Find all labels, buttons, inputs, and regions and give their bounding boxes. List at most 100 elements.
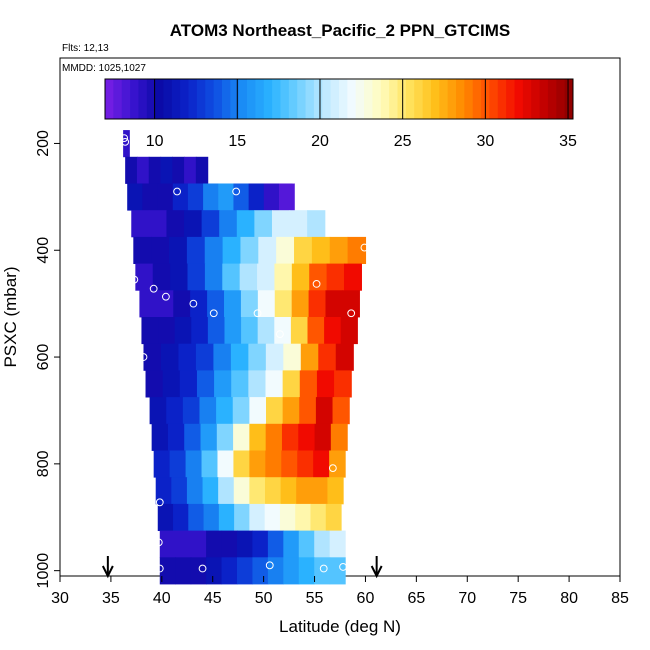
heatmap-cell	[258, 236, 277, 264]
sample-point	[209, 309, 218, 318]
heatmap-cell	[152, 263, 171, 291]
heatmap-cell	[155, 477, 172, 505]
x-tick-label: 80	[560, 590, 578, 607]
sample-point	[312, 279, 321, 288]
heatmap-cell	[166, 397, 184, 425]
heatmap-cell	[296, 477, 313, 505]
heatmap-cell	[265, 450, 282, 478]
heatmap-cell	[249, 477, 266, 505]
colorbar-tick-label: 20	[311, 133, 329, 150]
colorbar-swatch	[564, 79, 574, 119]
heatmap-cell	[214, 370, 232, 398]
heatmap-cell	[133, 236, 152, 264]
heatmap-cell	[249, 503, 266, 532]
heatmap-cell	[143, 343, 162, 371]
colorbar-swatch	[439, 79, 449, 119]
sample-point	[347, 309, 356, 318]
heatmap-cell	[266, 397, 284, 425]
heatmap-cell	[160, 343, 180, 371]
y-axis-label: PSXC (mbar)	[1, 266, 20, 367]
colorbar-swatch	[397, 79, 407, 119]
heatmap-cell	[149, 397, 167, 425]
heatmap-cell	[190, 290, 208, 318]
colorbar-swatch	[113, 79, 123, 119]
heatmap-cell	[175, 557, 192, 585]
heatmap-cell	[313, 450, 330, 478]
x-tick-label: 35	[102, 590, 120, 607]
colorbar-tick-label: 10	[146, 133, 164, 150]
heatmap-cell	[282, 370, 301, 398]
sample-point	[155, 498, 164, 507]
heatmap-cell	[267, 530, 284, 558]
heatmap-cell	[265, 370, 284, 398]
sample-point	[319, 564, 328, 573]
colorbar-tick-label: 35	[559, 133, 577, 150]
heatmap-cell	[196, 370, 215, 398]
heatmap-cell	[291, 263, 310, 291]
heatmap-cell	[151, 423, 169, 451]
heatmap-cell	[179, 370, 198, 398]
heatmap-cell	[332, 397, 350, 425]
heatmap-cell	[167, 423, 185, 451]
heatmap-cell	[274, 263, 293, 291]
heatmap-cell	[123, 130, 130, 158]
heatmap-cell	[248, 343, 267, 371]
colorbar-swatch	[539, 79, 549, 119]
y-tick-label: 400	[35, 237, 52, 264]
heatmap-cell	[281, 423, 299, 451]
heatmap-cell	[257, 290, 276, 318]
heatmap-cell	[186, 477, 204, 505]
colorbar-swatch	[105, 79, 114, 119]
heatmap-cell	[241, 317, 259, 345]
colorbar-swatch	[138, 79, 148, 119]
x-tick-label: 30	[51, 590, 69, 607]
heatmap-cell	[207, 290, 225, 318]
heatmap-cell	[172, 156, 185, 184]
heatmap-cell	[233, 423, 250, 451]
colorbar-swatch	[464, 79, 474, 119]
heatmap-cell	[175, 530, 192, 558]
heatmap-cell	[274, 290, 293, 318]
heatmap-cell	[281, 450, 298, 478]
heatmap-cell	[202, 477, 219, 505]
heatmap-cell	[174, 317, 192, 345]
heatmap-cell	[169, 236, 188, 264]
heatmap-cell	[264, 477, 282, 505]
heatmap-cell	[318, 343, 337, 371]
heatmap-cell	[178, 343, 197, 371]
heatmap-cell	[236, 210, 255, 238]
heatmap-cell	[257, 263, 276, 291]
colorbar-swatch	[222, 79, 231, 119]
sample-point	[173, 187, 181, 196]
heatmap-cell	[184, 210, 203, 238]
heatmap-cell	[249, 450, 266, 478]
colorbar-swatch	[422, 79, 432, 119]
heatmap-cell	[207, 317, 226, 345]
heatmap-cell	[324, 317, 342, 345]
heatmap-cell	[195, 156, 209, 184]
x-tick-label: 45	[204, 590, 222, 607]
heatmap-cell	[216, 397, 234, 425]
colorbar-swatch	[196, 79, 206, 119]
colorbar-swatch	[263, 79, 273, 119]
x-axis-label: Latitude (deg N)	[279, 617, 401, 636]
colorbar-swatch	[313, 79, 323, 119]
heatmap-cell	[282, 397, 300, 425]
heatmap-cell	[329, 557, 346, 585]
heatmap-cell	[335, 343, 354, 371]
heatmap-cell	[218, 183, 235, 211]
colorbar-swatch	[531, 79, 540, 119]
heatmap-cell	[310, 503, 327, 532]
heatmap-cell	[141, 317, 159, 345]
colorbar: 10 15 20 25 30 35	[104, 78, 577, 150]
colorbar-swatch	[121, 79, 131, 119]
sample-points-layer	[116, 134, 369, 573]
heatmap-cell	[325, 503, 342, 532]
heatmap-cell	[233, 450, 250, 478]
heatmap-cell	[221, 530, 238, 558]
sample-point	[253, 309, 262, 318]
heatmap-cell	[264, 503, 281, 532]
colorbar-swatch	[205, 79, 215, 119]
heatmap-cell	[160, 156, 173, 184]
colorbar-swatch	[188, 79, 198, 119]
